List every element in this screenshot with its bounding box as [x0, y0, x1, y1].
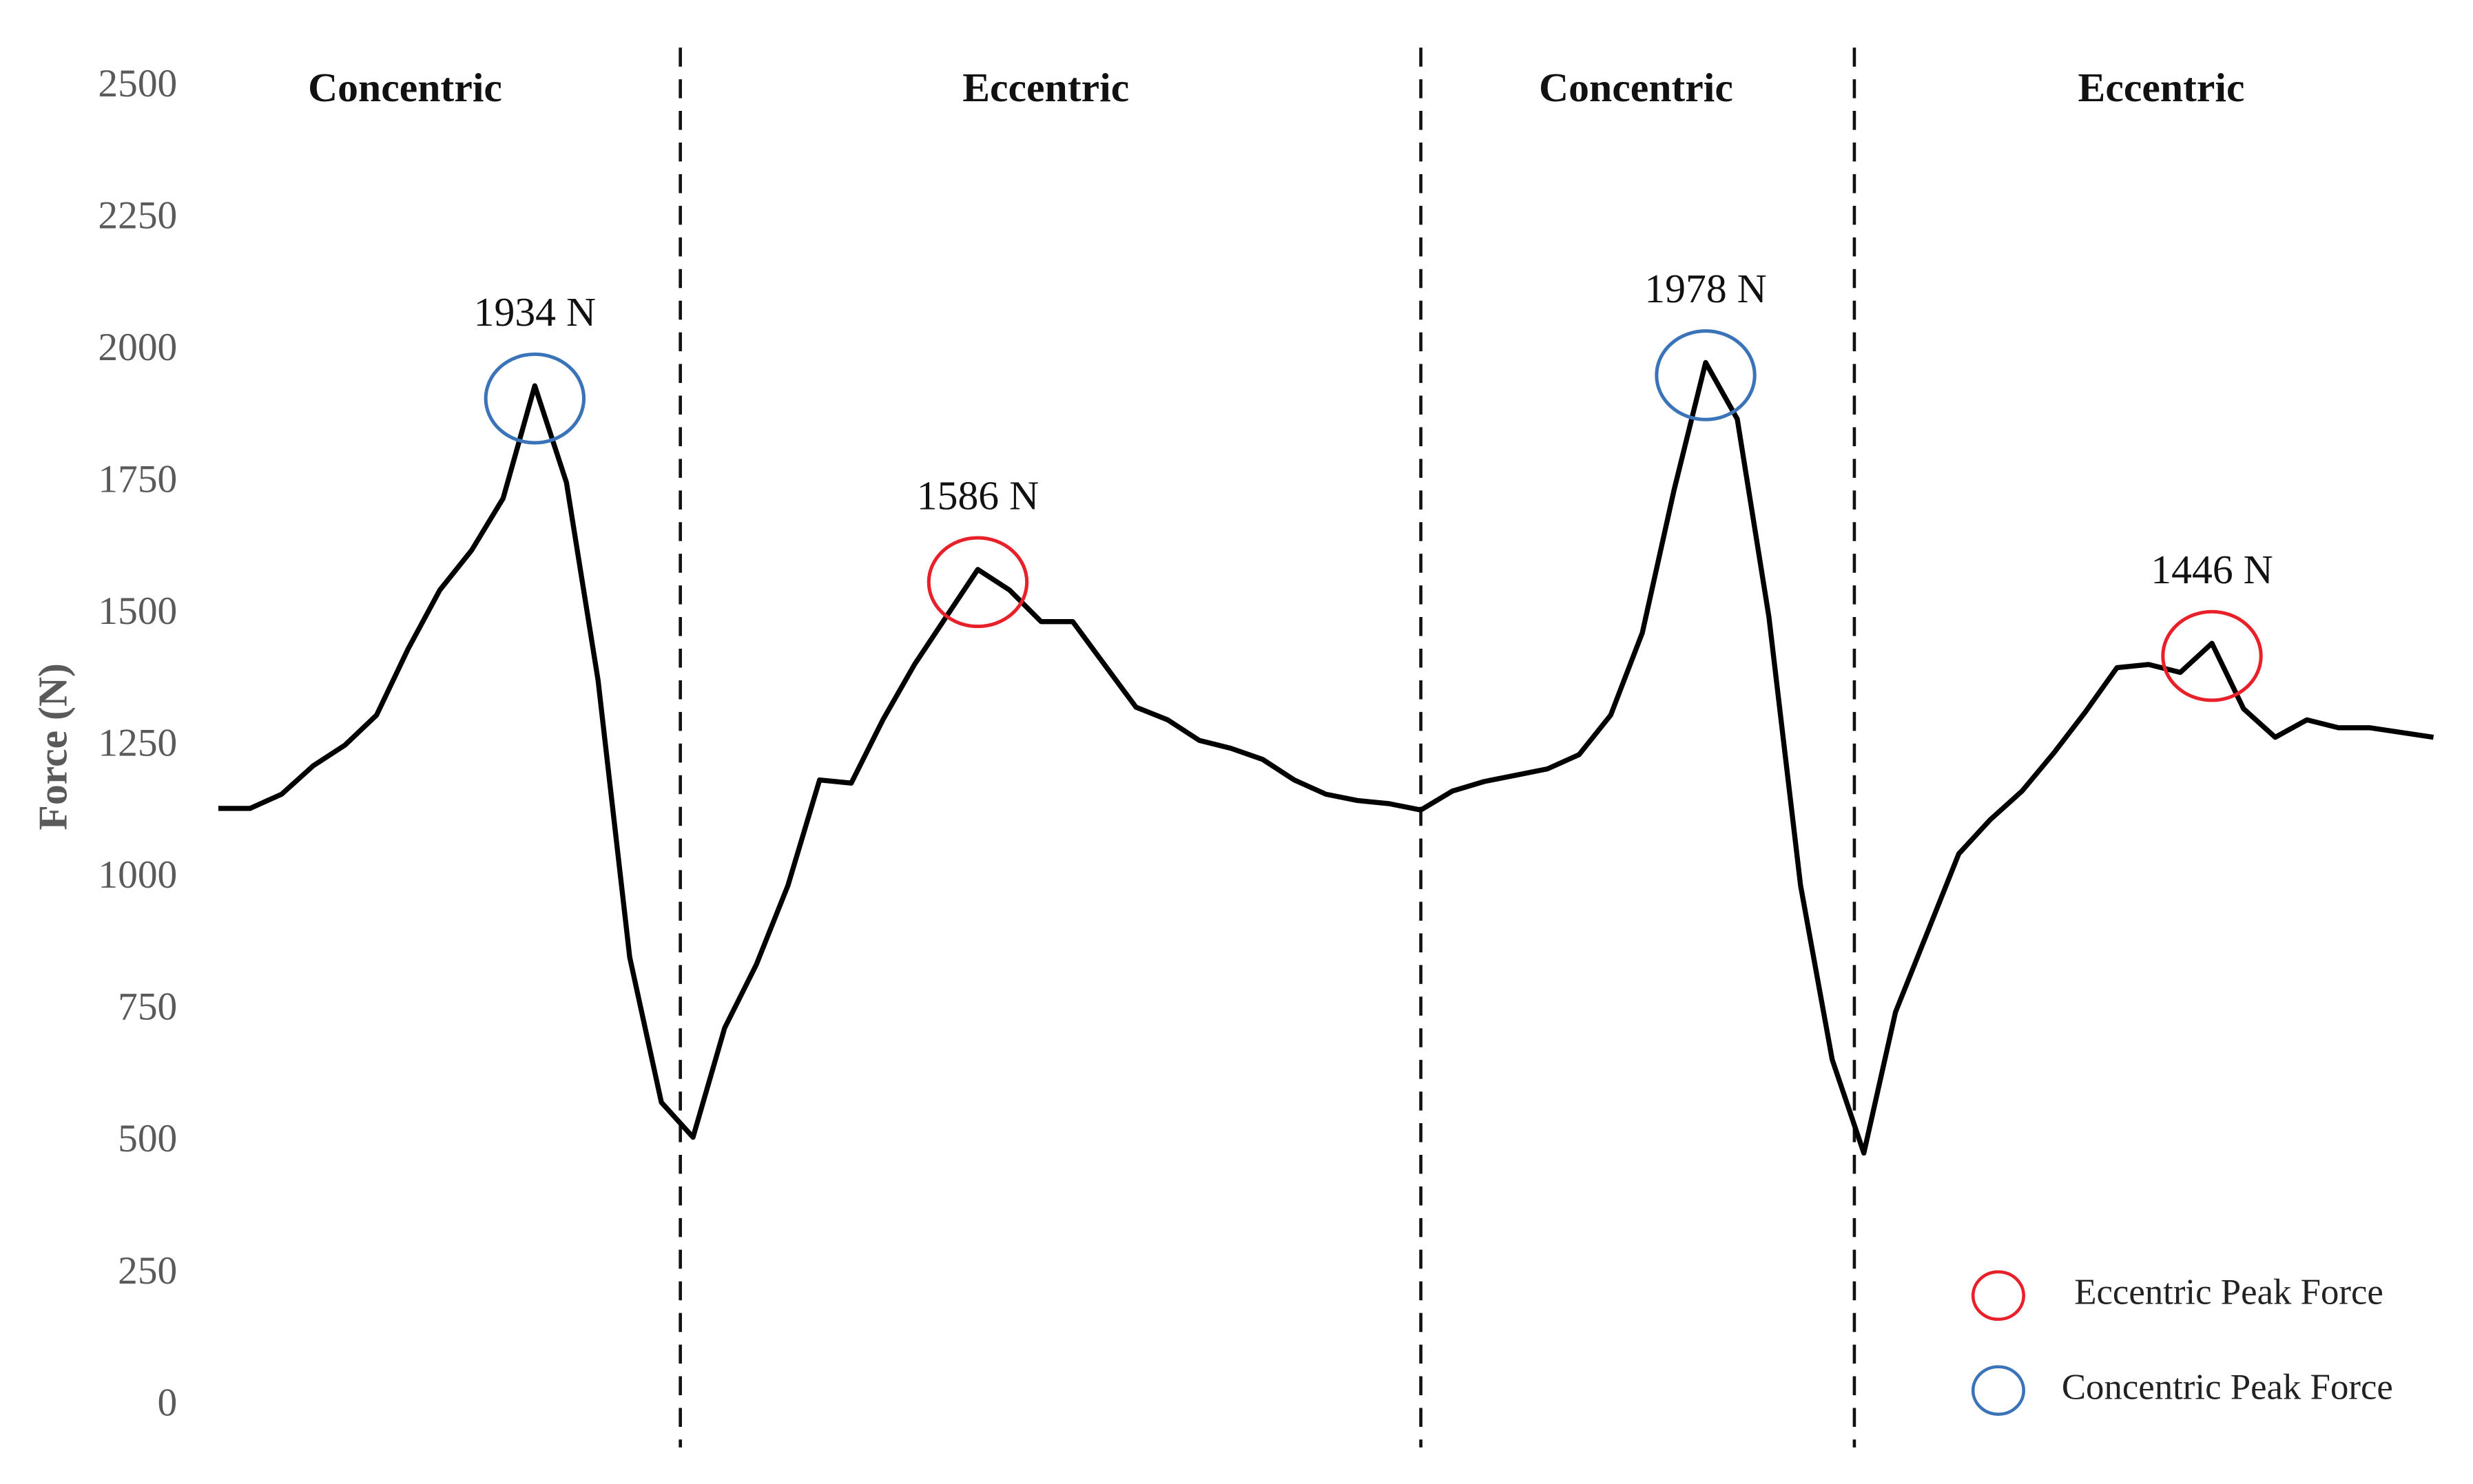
- peak-label: 1446 N: [2151, 547, 2273, 592]
- legend-marker: [1971, 1270, 2025, 1321]
- force-line: [218, 359, 2434, 1156]
- y-tick-label: 750: [118, 985, 177, 1029]
- phase-label: Eccentric: [962, 65, 1129, 110]
- peak-circle: [1655, 329, 1757, 421]
- y-tick-label: 1750: [98, 457, 177, 501]
- y-tick-label: 1000: [98, 853, 177, 897]
- peak-circle: [927, 536, 1029, 629]
- y-tick-label: 2000: [98, 326, 177, 369]
- peak-circle: [484, 352, 586, 445]
- y-tick-label: 1250: [98, 722, 177, 765]
- legend-marker: [1971, 1365, 2025, 1416]
- phase-label: Concentric: [1539, 65, 1733, 110]
- peak-label: 1586 N: [917, 473, 1039, 519]
- y-tick-label: 0: [158, 1381, 178, 1424]
- phase-label: Concentric: [308, 65, 502, 110]
- y-tick-label: 1500: [98, 589, 177, 633]
- phase-label: Eccentric: [2078, 65, 2245, 110]
- y-tick-label: 250: [118, 1249, 177, 1293]
- y-tick-label: 500: [118, 1117, 177, 1160]
- y-axis-label: Force (N): [30, 663, 75, 830]
- peak-label: 1978 N: [1644, 266, 1766, 311]
- legend-label: Eccentric Peak Force: [2074, 1273, 2383, 1313]
- peak-circle: [2161, 609, 2263, 702]
- peak-label: 1934 N: [474, 289, 596, 335]
- y-tick-label: 2500: [98, 62, 177, 105]
- y-tick-label: 2250: [98, 194, 177, 237]
- legend-label: Concentric Peak Force: [2062, 1367, 2393, 1407]
